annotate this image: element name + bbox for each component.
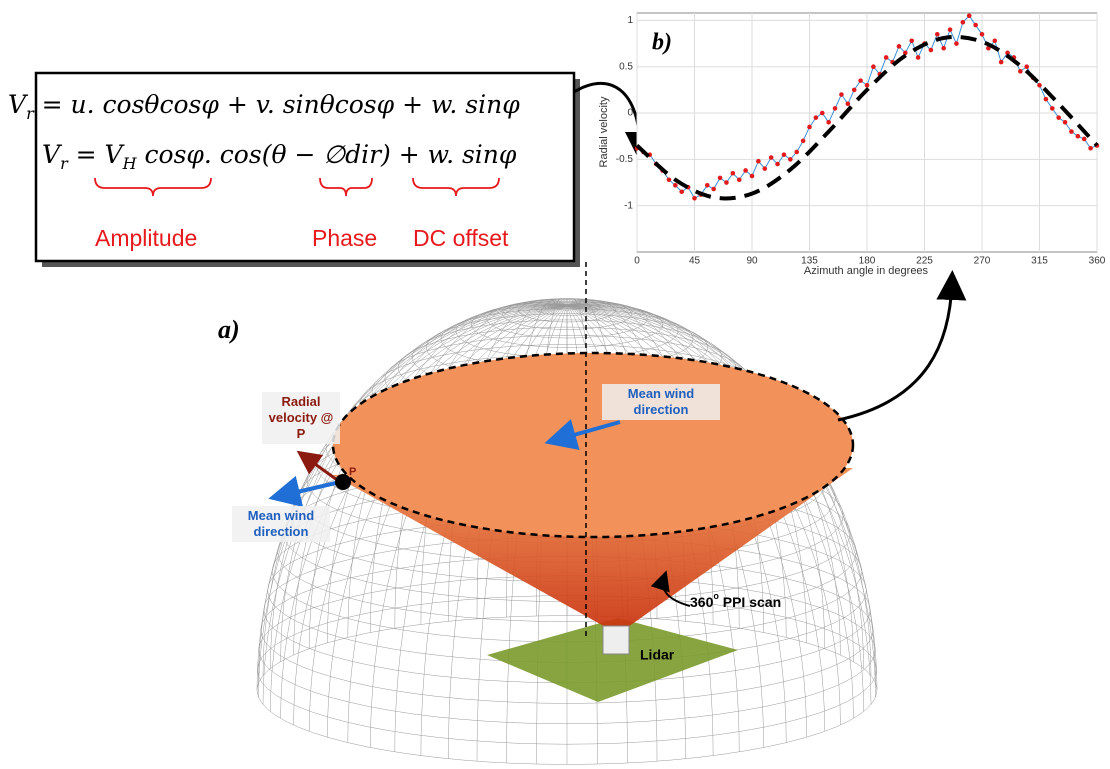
data-point	[1024, 64, 1029, 69]
data-point	[731, 171, 736, 176]
x-tick-label: 45	[689, 256, 701, 267]
data-point	[718, 176, 723, 181]
data-point	[846, 101, 851, 106]
phase-label: Phase	[312, 225, 377, 252]
eq-part: = u. cosθcosφ + v. sinθcosφ + w. sinφ	[34, 90, 520, 119]
data-point	[782, 152, 787, 157]
data-point	[1088, 146, 1093, 151]
x-axis-title: Azimuth angle in degrees	[804, 265, 929, 277]
scan-label-text: 360	[690, 594, 714, 610]
offset-label: DC offset	[413, 225, 508, 252]
wind-label: Mean wind direction	[602, 384, 720, 420]
radial-label: Radial velocity @ P	[262, 392, 340, 444]
data-point	[884, 55, 889, 60]
data-point	[769, 155, 774, 160]
data-point	[826, 120, 831, 125]
lidar-box	[603, 626, 629, 654]
data-point	[948, 27, 953, 32]
data-point	[858, 78, 863, 83]
scan-label-text: PPI scan	[719, 594, 781, 610]
data-point	[750, 174, 755, 179]
scan-label: 360o PPI scan	[690, 591, 781, 609]
panel-label: a)	[218, 315, 240, 344]
data-point	[897, 44, 902, 49]
data-point	[999, 60, 1004, 65]
data-point	[743, 168, 748, 173]
equation-1: Vr = u. cosθcosφ + v. sinθcosφ + w. sinφ	[8, 90, 520, 123]
data-point	[724, 180, 729, 185]
panel-label: b)	[652, 30, 672, 56]
eq-sub: r	[60, 154, 68, 173]
data-point	[673, 183, 678, 188]
data-point	[1082, 137, 1087, 142]
data-point	[711, 187, 716, 192]
data-point	[909, 38, 914, 43]
data-point	[775, 162, 780, 167]
data-point	[679, 189, 684, 194]
y-tick-label: 0	[627, 108, 633, 119]
data-point	[801, 139, 806, 144]
data-point	[1037, 83, 1042, 88]
data-point	[967, 13, 972, 18]
data-point	[973, 23, 978, 28]
data-point	[1063, 120, 1068, 125]
eq-part: V	[8, 90, 26, 119]
data-point	[865, 83, 870, 88]
y-axis-title: Radial velocity	[598, 96, 610, 167]
lidar-label: Lidar	[640, 647, 675, 663]
data-point	[756, 159, 761, 164]
x-tick-label: 0	[634, 256, 640, 267]
eq-part: V	[42, 140, 60, 169]
data-point	[692, 196, 697, 201]
eq-sub: r	[26, 104, 34, 123]
x-tick-label: 90	[746, 256, 758, 267]
data-point	[820, 111, 825, 116]
eq-sub: H	[123, 154, 137, 173]
data-point	[1076, 134, 1081, 139]
data-point	[807, 125, 812, 130]
y-tick-label: 1	[627, 15, 633, 26]
wind-label: Mean wind direction	[232, 506, 330, 542]
data-point	[762, 166, 767, 171]
data-point	[667, 177, 672, 182]
equation-2: Vr = VH cosφ. cos(θ − ∅dir) + w. sinφ	[42, 140, 516, 173]
data-point	[871, 64, 876, 69]
scan-circle	[333, 353, 853, 537]
data-point	[794, 150, 799, 155]
data-point	[929, 48, 934, 53]
data-point	[1069, 129, 1074, 134]
amplitude-label: Amplitude	[95, 225, 197, 252]
link-arrow	[838, 282, 952, 420]
x-tick-label: 360	[1089, 256, 1106, 267]
data-point	[839, 92, 844, 97]
data-point	[941, 46, 946, 51]
data-point	[1018, 69, 1023, 74]
eq-part: cosφ. cos(θ − ∅dir) + w. sinφ	[137, 140, 517, 169]
data-point	[935, 32, 940, 37]
data-point	[814, 115, 819, 120]
data-point	[954, 41, 959, 46]
data-point	[1044, 97, 1049, 102]
data-point	[737, 177, 742, 182]
data-point	[961, 20, 966, 25]
x-tick-label: 315	[1031, 256, 1048, 267]
eq-part: = V	[68, 140, 123, 169]
data-point	[1056, 115, 1061, 120]
data-point	[916, 55, 921, 60]
data-point	[980, 32, 985, 37]
data-point	[833, 106, 838, 111]
data-point	[1050, 106, 1055, 111]
figure: 04590135180225270315360-1-0.500.51 b) Az…	[0, 0, 1110, 769]
y-tick-label: 0.5	[619, 61, 633, 72]
data-point	[852, 88, 857, 93]
data-point	[705, 183, 710, 188]
y-tick-label: -1	[624, 200, 633, 211]
data-point	[992, 38, 997, 43]
data-point	[788, 157, 793, 162]
point-label: P	[349, 466, 356, 478]
x-tick-label: 270	[974, 256, 991, 267]
y-tick-label: -0.5	[616, 154, 634, 165]
